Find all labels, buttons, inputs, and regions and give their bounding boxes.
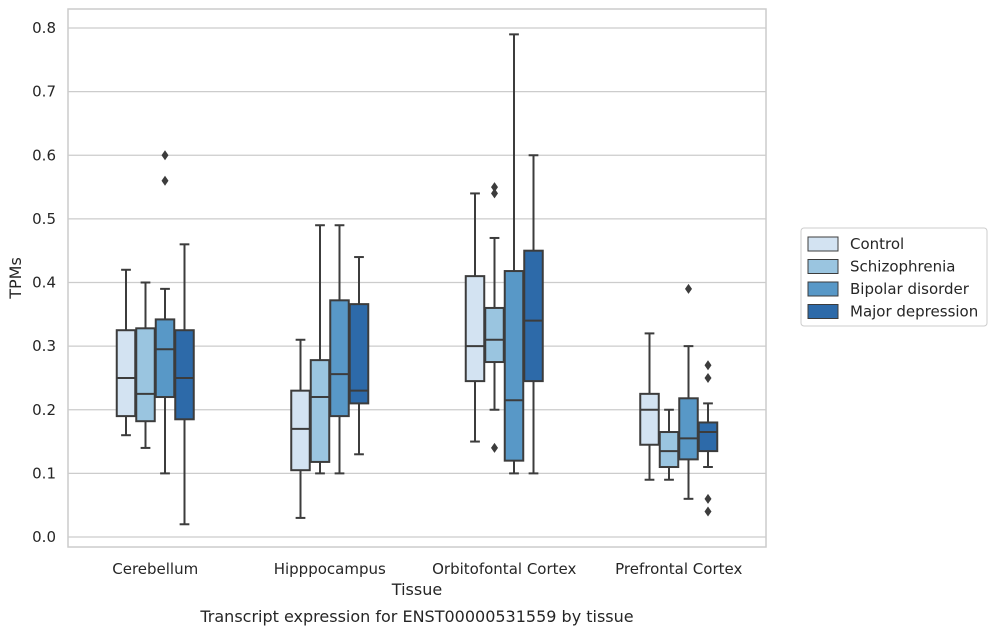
box-bipolar-disorder: [678, 283, 699, 500]
legend-swatch: [807, 281, 839, 297]
x-tick-label: Prefrontal Cortex: [615, 560, 742, 578]
legend-label: Control: [850, 235, 904, 253]
box-iqr: [639, 392, 660, 446]
box-iqr: [503, 270, 525, 462]
outlier-point: [491, 188, 498, 199]
box-iqr: [658, 431, 680, 469]
box-control: [290, 338, 311, 519]
box-iqr: [697, 421, 719, 453]
y-tick-label: 0.8: [32, 19, 56, 37]
box-iqr: [523, 249, 544, 383]
x-axis-label: Tissue: [391, 580, 442, 599]
outlier-point: [704, 372, 712, 383]
legend-label: Major depression: [850, 303, 978, 321]
plot-frame: [67, 8, 767, 548]
box-schizophrenia: [658, 408, 680, 481]
box-iqr: [348, 303, 370, 405]
y-axis-label: TPMs: [6, 257, 25, 300]
y-tick-label: 0.0: [32, 528, 56, 546]
box-control: [115, 268, 137, 437]
legend-swatch: [807, 259, 839, 274]
box-bipolar-disorder: [329, 224, 350, 475]
outlier-point: [161, 150, 169, 161]
box-iqr: [484, 306, 505, 364]
box-iqr: [154, 318, 176, 399]
y-tick-label: 0.5: [32, 210, 56, 228]
legend-label: Schizophrenia: [850, 258, 955, 276]
plot-area: [115, 33, 719, 526]
box-schizophrenia: [484, 182, 505, 453]
legend: Control Schizophrenia Bipolar disorder Majo…: [800, 227, 988, 327]
box-iqr: [135, 327, 156, 423]
outlier-point: [685, 283, 692, 294]
x-tick-label: Orbitofontal Cortex: [432, 560, 576, 578]
y-tick-label: 0.7: [32, 83, 56, 101]
box-iqr: [290, 389, 311, 472]
outlier-point: [491, 442, 498, 453]
y-tick-label: 0.3: [32, 337, 56, 355]
y-tick-label: 0.1: [32, 464, 56, 482]
outlier-point: [704, 506, 712, 517]
legend-swatch: [807, 304, 839, 319]
y-tick-label: 0.6: [32, 146, 56, 164]
box-bipolar-disorder: [154, 150, 176, 475]
box-control: [464, 192, 486, 443]
box-schizophrenia: [135, 281, 156, 449]
box-schizophrenia: [309, 224, 331, 475]
outlier-point: [161, 175, 169, 186]
box-control: [639, 332, 660, 481]
box-major-depression: [523, 154, 544, 475]
box-iqr: [678, 397, 699, 461]
chart-caption: Transcript expression for ENST0000053155…: [199, 607, 633, 626]
box-iqr: [115, 329, 137, 418]
legend-label: Bipolar disorder: [850, 280, 970, 298]
outlier-point: [704, 360, 712, 371]
box-iqr: [329, 299, 350, 418]
axes: 0.0 0.1 0.2 0.3 0.4 0.5 0.6 0.7 0.8 Cerebellum Hip…: [32, 8, 767, 578]
box-iqr: [309, 359, 331, 463]
outlier-point: [491, 182, 498, 193]
outlier-point: [704, 493, 712, 504]
x-tick-label: Cerebellum: [112, 560, 198, 578]
box-major-depression: [348, 256, 370, 456]
y-tick-label: 0.2: [32, 401, 56, 419]
box-major-depression: [174, 243, 195, 526]
legend-frame: [800, 227, 988, 327]
box-iqr: [174, 329, 195, 421]
legend-swatch: [807, 236, 839, 252]
box-major-depression: [697, 360, 719, 517]
y-tick-label: 0.4: [32, 274, 56, 292]
x-tick-label: Hipppocampus: [274, 560, 386, 578]
box-bipolar-disorder: [503, 33, 525, 475]
box-iqr: [464, 275, 486, 383]
